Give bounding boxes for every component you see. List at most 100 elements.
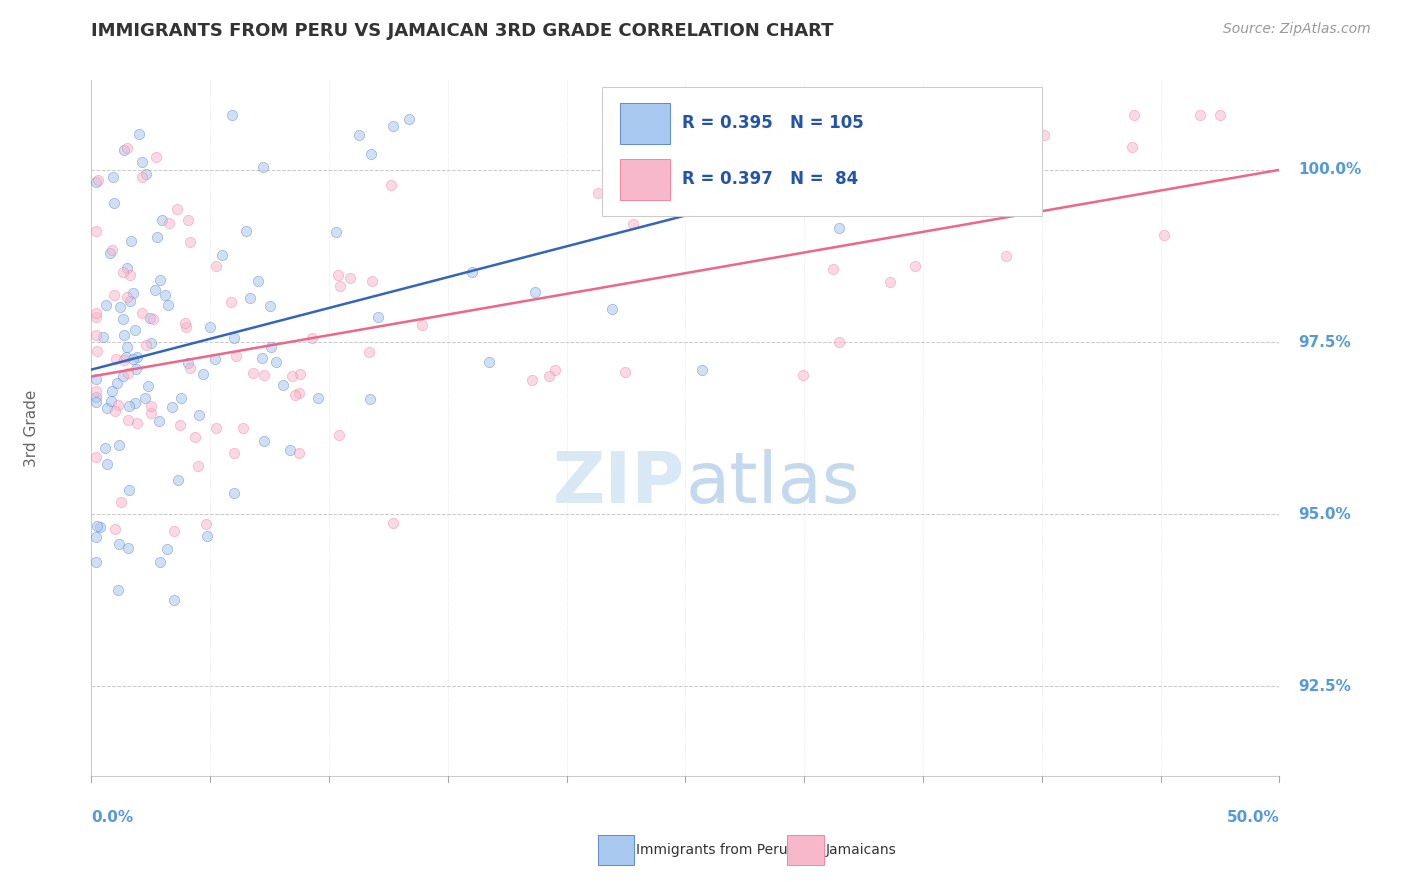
Point	[139, 399, 162, 413]
Point	[1122, 108, 1144, 122]
Text: ZIP: ZIP	[553, 450, 685, 518]
Point	[117, 366, 139, 380]
Point	[115, 260, 138, 275]
Point	[131, 154, 153, 169]
Point	[86, 519, 108, 533]
Point	[149, 555, 172, 569]
Point	[131, 169, 153, 184]
Point	[329, 279, 352, 293]
Point	[224, 485, 246, 500]
Point	[193, 367, 215, 381]
FancyBboxPatch shape	[620, 103, 671, 145]
Point	[284, 388, 307, 402]
Point	[219, 294, 242, 309]
Point	[135, 167, 157, 181]
Point	[723, 201, 745, 215]
Point	[160, 400, 183, 414]
Point	[135, 337, 157, 351]
Point	[288, 386, 311, 401]
Point	[995, 249, 1018, 263]
FancyBboxPatch shape	[602, 87, 1042, 216]
Point	[153, 288, 176, 302]
Point	[821, 262, 844, 277]
Point	[271, 378, 294, 392]
Point	[169, 418, 191, 433]
Point	[956, 144, 979, 158]
Point	[94, 441, 117, 455]
Point	[112, 144, 135, 158]
Point	[108, 537, 131, 551]
Point	[139, 310, 162, 325]
Point	[84, 395, 107, 409]
Point	[411, 318, 433, 332]
Point	[367, 310, 389, 324]
Point	[621, 217, 644, 231]
Point	[159, 216, 181, 230]
Point	[103, 169, 125, 184]
Point	[127, 351, 149, 365]
Point	[910, 108, 932, 122]
Point	[124, 396, 146, 410]
Point	[222, 446, 245, 460]
Point	[239, 291, 262, 305]
Point	[96, 457, 118, 471]
Point	[187, 458, 209, 473]
Point	[149, 272, 172, 286]
Point	[139, 406, 162, 420]
Point	[253, 434, 276, 448]
Point	[205, 421, 228, 435]
Point	[325, 226, 347, 240]
Point	[194, 516, 217, 531]
Point	[108, 300, 131, 314]
Point	[222, 331, 245, 345]
Point	[150, 212, 173, 227]
Text: atlas: atlas	[685, 450, 860, 518]
Text: R = 0.397   N =  84: R = 0.397 N = 84	[682, 170, 858, 188]
Point	[235, 224, 257, 238]
Point	[1188, 108, 1211, 122]
Point	[252, 368, 274, 383]
Point	[167, 473, 190, 487]
Point	[112, 327, 135, 342]
Point	[328, 428, 350, 442]
Point	[360, 147, 382, 161]
Point	[121, 351, 143, 366]
Point	[84, 327, 107, 342]
Text: 92.5%: 92.5%	[1299, 679, 1351, 694]
Point	[131, 306, 153, 320]
Point	[281, 368, 304, 383]
Point	[920, 108, 942, 122]
Text: 3rd Grade: 3rd Grade	[24, 390, 39, 467]
Point	[89, 520, 111, 534]
Point	[166, 202, 188, 216]
Point	[86, 343, 108, 358]
Point	[544, 363, 567, 377]
Point	[112, 265, 135, 279]
Point	[359, 345, 381, 359]
Point	[87, 173, 110, 187]
Point	[1121, 140, 1143, 154]
Point	[84, 390, 107, 404]
Text: 97.5%: 97.5%	[1299, 334, 1351, 350]
Point	[301, 331, 323, 345]
Point	[792, 368, 814, 383]
Point	[110, 494, 132, 508]
Point	[184, 430, 207, 444]
Point	[156, 541, 179, 556]
Point	[127, 417, 149, 431]
Point	[105, 376, 128, 390]
Point	[98, 245, 121, 260]
Point	[101, 243, 124, 257]
Point	[112, 312, 135, 326]
Point	[138, 379, 160, 393]
Point	[117, 413, 139, 427]
Point	[720, 202, 742, 217]
Text: IMMIGRANTS FROM PERU VS JAMAICAN 3RD GRADE CORRELATION CHART: IMMIGRANTS FROM PERU VS JAMAICAN 3RD GRA…	[91, 22, 834, 40]
Text: R = 0.395   N = 105: R = 0.395 N = 105	[682, 114, 863, 132]
Point	[382, 120, 405, 134]
Point	[84, 175, 107, 189]
Point	[124, 323, 146, 337]
Point	[107, 398, 129, 412]
Point	[115, 141, 138, 155]
Point	[347, 128, 370, 142]
